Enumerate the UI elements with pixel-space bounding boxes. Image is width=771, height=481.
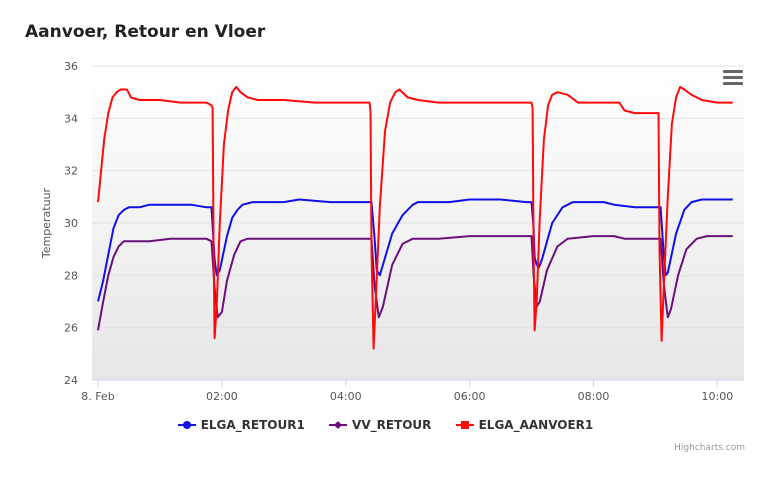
legend-item-vv-retour[interactable]: VV_RETOUR [329,418,431,432]
y-tick-label: 28 [64,269,78,282]
x-tick-label: 8. Feb [81,390,114,403]
y-tick-label: 26 [64,322,78,335]
credits-link[interactable]: Highcharts.com [674,443,745,453]
legend-label: ELGA_RETOUR1 [200,418,305,432]
hamburger-menu-icon[interactable] [723,70,743,88]
y-tick-label: 36 [64,60,78,73]
legend-label: ELGA_AANVOER1 [478,418,594,432]
legend-diamond-icon [329,421,348,429]
chart-area: 24 26 28 30 32 34 36 8. Feb 02:00 04:00 06:00 08:00… [40,60,744,403]
y-axis-title: Temperatuur [40,187,53,259]
x-tick-label: 06:00 [454,390,486,403]
x-tick-label: 04:00 [330,390,362,403]
legend-label: VV_RETOUR [352,418,432,432]
legend-item-elga-retour1[interactable]: ELGA_RETOUR1 [177,418,305,432]
x-tick-label: 02:00 [206,390,238,403]
chart-title: Aanvoer, Retour en Vloer [25,22,266,42]
x-tick-label: 08:00 [578,390,610,403]
y-tick-label: 34 [64,112,78,125]
legend-square-icon [455,421,474,429]
y-tick-label: 32 [64,165,78,178]
series-line-elga-aanvoer1 [97,85,733,350]
chart-legend: ELGA_RETOUR1 VV_RETOUR ELGA_AANVOER1 [0,418,771,433]
legend-circle-icon [177,421,196,429]
series-line-vv-retour [97,235,733,331]
y-tick-label: 30 [64,217,78,230]
x-tick-label: 10:00 [702,390,734,403]
series-line-elga-retour1 [97,198,733,302]
y-tick-label: 24 [64,374,78,387]
legend-item-elga-aanvoer1[interactable]: ELGA_AANVOER1 [455,418,594,432]
